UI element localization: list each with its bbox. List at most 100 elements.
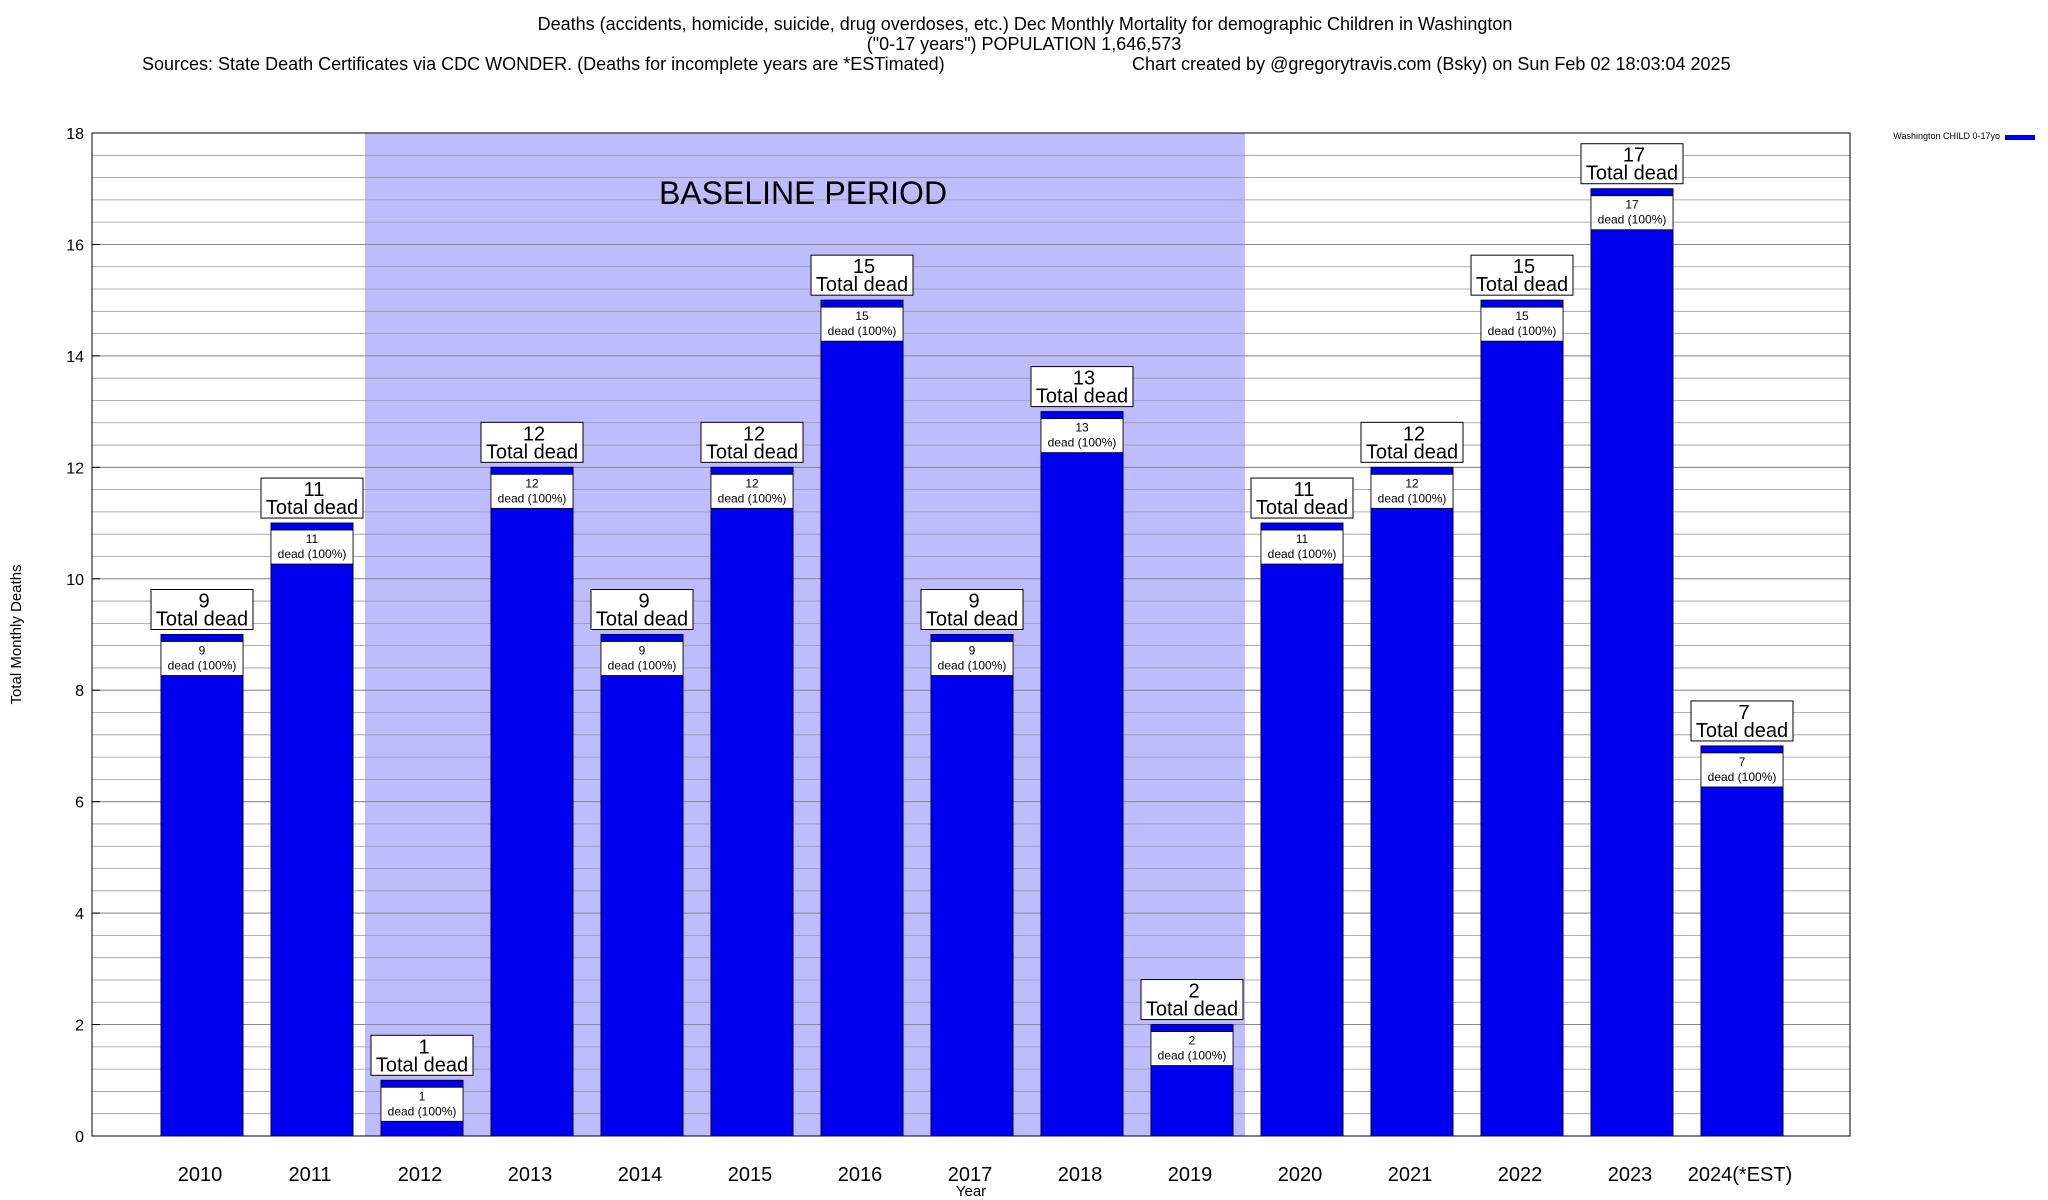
bar-top-label: Total dead [596,609,688,631]
x-tick-label: 2020 [1278,1164,1323,1186]
bar-inner-label-box [380,1086,464,1122]
bar-top-value: 17 [1623,145,1645,167]
bar-inner-label-box [1150,1031,1234,1066]
bar-top-label-box [1580,143,1684,185]
bar-top-label-box [1140,979,1244,1021]
bar-inner-label: dead (100%) [1268,547,1337,561]
bar-inner-label-box [710,473,794,509]
bar-top-value: 15 [853,256,875,278]
x-tick-label: 2013 [508,1164,553,1186]
bar-inner-value: 9 [639,644,646,658]
bar-inner-label: dead (100%) [1598,213,1667,227]
bar-top-label: Total dead [1146,999,1238,1021]
bar-top-label: Total dead [1036,386,1128,408]
bar-inner-value: 15 [1515,309,1529,323]
x-tick-label: 2010 [178,1164,223,1186]
chart-sources: Sources: State Death Certificates via CD… [142,54,945,74]
bar-inner-value: 17 [1625,198,1639,212]
bar-top-label-box [370,1034,474,1076]
y-tick-label: 4 [75,906,84,923]
bar-top-label: Total dead [706,441,798,463]
bar-inner-label: dead (100%) [1378,491,1447,505]
legend-label: Washington CHILD 0-17yo [1893,131,2000,141]
x-tick-label: 2011 [288,1164,331,1186]
bar-top-label: Total dead [1366,441,1458,463]
bar-top-value: 9 [968,591,979,613]
bar-top-label-box [920,589,1024,630]
bar-top-label: Total dead [1586,163,1678,185]
x-tick-label: 2018 [1058,1164,1103,1186]
bar-top-label: Total dead [156,609,248,631]
bar-inner-label-box [600,641,684,676]
bar [930,634,1014,1137]
bar [1590,188,1674,1137]
bar-inner-label-box [1700,752,1784,788]
x-tick-label: 2015 [728,1164,773,1186]
bar-top-value: 12 [523,423,545,445]
bar-top-value: 2 [1188,981,1199,1003]
chart-credit: Chart created by @gregorytravis.com (Bsk… [1132,54,1731,74]
x-tick-label: 2016 [838,1164,883,1186]
bar-inner-value: 12 [525,476,539,490]
bar-top-label: Total dead [1256,497,1348,519]
bar-top-label: Total dead [816,274,908,296]
bar [1260,522,1344,1137]
bar-inner-label: dead (100%) [718,491,787,505]
bar [600,634,684,1137]
bar-top-label-box [590,589,694,630]
bar [270,522,354,1137]
bar-inner-value: 13 [1075,421,1089,435]
bar-inner-label: dead (100%) [608,659,677,673]
bar-inner-label: dead (100%) [168,659,237,673]
bar-inner-value: 9 [199,644,206,658]
y-tick-label: 2 [75,1018,84,1035]
bar-top-value: 12 [1403,423,1425,445]
bar [820,299,904,1137]
x-tick-label: 2023 [1608,1164,1653,1186]
bar [490,466,574,1137]
bar-inner-label-box [820,306,904,342]
bar-inner-label-box [1480,306,1564,342]
y-axis-title: Total Monthly Deaths [8,564,25,704]
x-tick-label: 2017 [948,1164,993,1186]
bar-top-label: Total dead [486,441,578,463]
y-tick-label: 12 [66,460,84,477]
bar-top-label-box [260,477,364,519]
bar-top-label-box [480,421,584,463]
bar-inner-label: dead (100%) [1158,1049,1227,1063]
bar [1700,745,1784,1137]
bar-top-value: 7 [1738,702,1749,724]
bar-top-value: 9 [198,591,209,613]
x-tick-label: 2024(*EST) [1688,1164,1793,1186]
x-tick-label: 2022 [1498,1164,1543,1186]
bar [160,634,244,1137]
bar-inner-value: 9 [969,644,976,658]
bar-top-label: Total dead [376,1054,468,1076]
bar-top-value: 13 [1073,368,1095,390]
bar-inner-label-box [1260,529,1344,565]
bar-top-label-box [1030,366,1134,408]
x-tick-label: 2021 [1388,1164,1433,1186]
y-tick-label: 0 [75,1129,84,1146]
bar-top-value: 12 [743,423,765,445]
y-tick-label: 8 [75,683,84,700]
bar-top-label-box [1470,254,1574,296]
bar-inner-label-box [1370,473,1454,509]
bar-inner-value: 15 [855,309,869,323]
chart-subtitle: ("0-17 years") POPULATION 1,646,573 [866,34,1182,54]
bar [710,466,794,1137]
bar-inner-label: dead (100%) [1488,324,1557,338]
bar-top-label: Total dead [1476,274,1568,296]
x-tick-label: 2012 [398,1164,443,1186]
bar-top-label-box [150,589,254,630]
bar-inner-value: 12 [1405,476,1419,490]
y-tick-label: 16 [66,237,84,254]
bar-inner-value: 2 [1189,1034,1196,1048]
bar-inner-value: 12 [745,476,759,490]
bar-inner-value: 11 [1296,532,1309,546]
bar-inner-label: dead (100%) [938,659,1007,673]
legend-swatch [2005,135,2035,140]
bar-top-value: 1 [418,1036,429,1058]
bar-top-value: 15 [1513,256,1535,278]
